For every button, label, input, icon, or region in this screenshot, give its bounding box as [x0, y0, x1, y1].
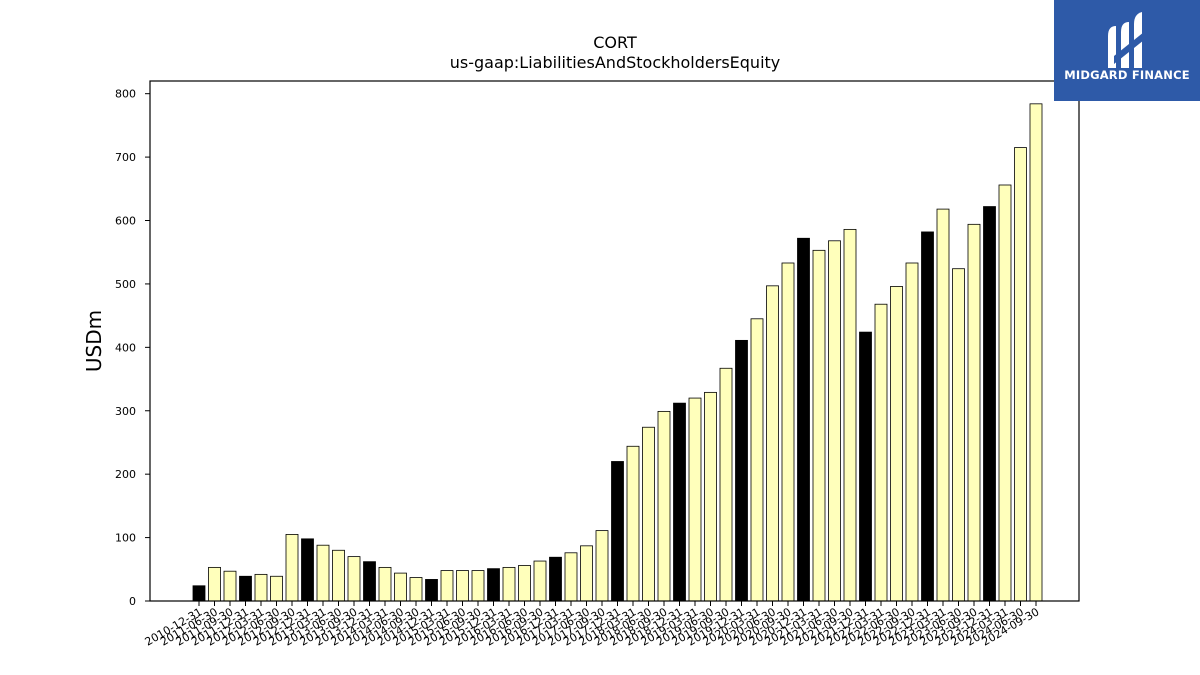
- y-tick-label: 500: [115, 278, 136, 291]
- y-tick-label: 0: [129, 595, 136, 608]
- bar-2021-09-30: [843, 228, 857, 602]
- y-axis-label: USDm: [82, 310, 106, 372]
- brand-name: MIDGARD FINANCE: [1064, 68, 1190, 82]
- bar-2023-06-30: [952, 268, 965, 602]
- bar-2023-03-31: [936, 208, 950, 602]
- bar-2022-09-30: [905, 262, 919, 602]
- y-tick-label: 400: [115, 341, 136, 354]
- y-tick-label: 700: [115, 151, 136, 164]
- bar-2012-06-30: [270, 575, 283, 602]
- bar-2015-12-31: [487, 568, 500, 602]
- bar-2013-03-31: [316, 544, 330, 602]
- bar-2013-12-31: [363, 561, 376, 602]
- bar-2022-12-31: [921, 231, 934, 602]
- midgard-logo-icon: [1108, 12, 1144, 68]
- bar-2020-06-30: [766, 285, 779, 602]
- bar-2022-06-30: [890, 286, 903, 602]
- bar-2016-06-30: [518, 565, 531, 602]
- bar-2015-09-30: [471, 570, 485, 602]
- bar-2016-12-31: [549, 556, 562, 602]
- bar-2018-12-31: [673, 402, 686, 602]
- bar-2012-12-31: [301, 538, 314, 602]
- bar-2019-12-31: [735, 339, 748, 602]
- bar-2018-09-30: [657, 410, 671, 602]
- brand-logo: MIDGARD FINANCE: [1054, 0, 1200, 101]
- bar-2024-06-30: [1014, 147, 1027, 602]
- y-tick-label: 200: [115, 468, 136, 481]
- bar-2019-09-30: [719, 367, 733, 602]
- bar-2024-09-30: [1029, 103, 1043, 602]
- bar-2017-09-30: [595, 530, 609, 602]
- plot-frame: [149, 80, 1080, 602]
- bar-2014-03-31: [378, 566, 392, 602]
- bar-2019-06-30: [704, 391, 717, 602]
- bar-2023-09-30: [967, 223, 981, 602]
- chart-title: CORT: [593, 33, 637, 52]
- bar-2023-12-31: [983, 206, 996, 602]
- bar-2016-09-30: [533, 560, 547, 602]
- bar-2021-06-30: [828, 240, 841, 602]
- bar-2013-06-30: [332, 549, 345, 602]
- chart-subtitle: us-gaap:LiabilitiesAndStockholdersEquity: [450, 53, 781, 72]
- bar-2016-03-31: [502, 566, 516, 602]
- bar-2012-09-30: [285, 534, 299, 602]
- bar-2020-03-31: [750, 318, 764, 602]
- bar-2011-06-30: [208, 566, 221, 602]
- bar-2019-03-31: [688, 397, 702, 602]
- bar-2017-06-30: [580, 545, 593, 602]
- bar-series: [192, 103, 1043, 602]
- bar-2024-03-31: [998, 184, 1012, 602]
- bar-2011-09-30: [223, 570, 237, 602]
- y-tick-label: 100: [115, 532, 136, 545]
- bar-2011-12-31: [239, 575, 252, 602]
- y-tick-label: 600: [115, 215, 136, 228]
- bar-2014-06-30: [394, 572, 407, 602]
- bar-2017-03-31: [564, 552, 578, 602]
- bar-2020-12-31: [797, 237, 810, 602]
- y-tick-label: 800: [115, 88, 136, 101]
- bar-2015-03-31: [440, 570, 454, 602]
- bar-2018-03-31: [626, 445, 640, 602]
- bar-2017-12-31: [611, 461, 624, 602]
- bar-2021-03-31: [812, 249, 826, 602]
- bar-2022-03-31: [874, 303, 888, 602]
- bar-2020-09-30: [781, 262, 795, 602]
- x-axis: 2010-12-312011-06-302011-09-302011-12-31…: [143, 601, 1042, 649]
- y-tick-label: 300: [115, 405, 136, 418]
- bar-2014-09-30: [409, 577, 423, 602]
- y-axis: 0 100 200 300 400 500 600 700 800: [115, 88, 150, 608]
- bar-2015-06-30: [456, 570, 469, 602]
- bar-2014-12-31: [425, 579, 438, 602]
- bar-2010-12-31: [192, 585, 206, 602]
- bar-2018-06-30: [642, 426, 655, 602]
- bar-2021-12-31: [859, 331, 872, 602]
- bar-2013-09-30: [347, 556, 361, 602]
- bar-2012-03-31: [254, 573, 268, 602]
